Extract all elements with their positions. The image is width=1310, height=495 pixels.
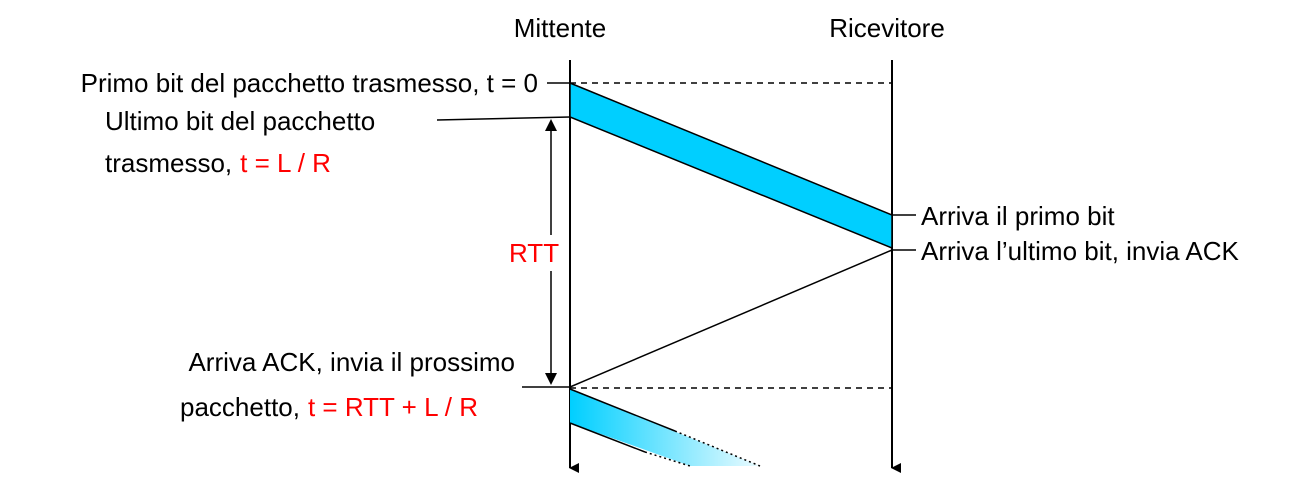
first-bit-sent-label: Primo bit del pacchetto trasmesso, t = 0 bbox=[81, 68, 538, 98]
ack-line bbox=[569, 249, 893, 388]
last-bit-sent-formula: t = L / R bbox=[240, 148, 331, 178]
receiver-header: Ricevitore bbox=[829, 13, 945, 43]
ack-arrives-label-line1: Arriva ACK, invia il prossimo bbox=[188, 347, 515, 377]
last-bit-sent-label-line2: trasmesso, t = L / R bbox=[105, 148, 331, 178]
next-packet-bottom-edge bbox=[569, 422, 646, 453]
leader-last-bit bbox=[436, 116, 571, 121]
next-packet-top-edge-dotted bbox=[674, 430, 761, 467]
last-bit-arrives-label: Arriva l’ultimo bit, invia ACK bbox=[921, 236, 1240, 266]
last-bit-sent-label-line1: Ultimo bit del pacchetto bbox=[105, 106, 375, 136]
rtt-label-background bbox=[505, 235, 563, 271]
rtt-arrowhead-bottom bbox=[545, 373, 557, 385]
ack-arrives-text: pacchetto, bbox=[180, 392, 300, 422]
ack-arrives-formula: t = RTT + L / R bbox=[308, 392, 478, 422]
first-bit-arrives-label: Arriva il primo bit bbox=[921, 201, 1115, 231]
sender-header: Mittente bbox=[514, 13, 607, 43]
packet-transmission-band bbox=[569, 81, 893, 250]
last-bit-sent-text: trasmesso, bbox=[105, 148, 232, 178]
next-packet-top-edge bbox=[569, 388, 676, 432]
rtt-arrowhead-top bbox=[545, 119, 557, 131]
ack-arrives-label-line2: pacchetto, t = RTT + L / R bbox=[180, 392, 478, 422]
rtt-label: RTT bbox=[509, 238, 559, 268]
